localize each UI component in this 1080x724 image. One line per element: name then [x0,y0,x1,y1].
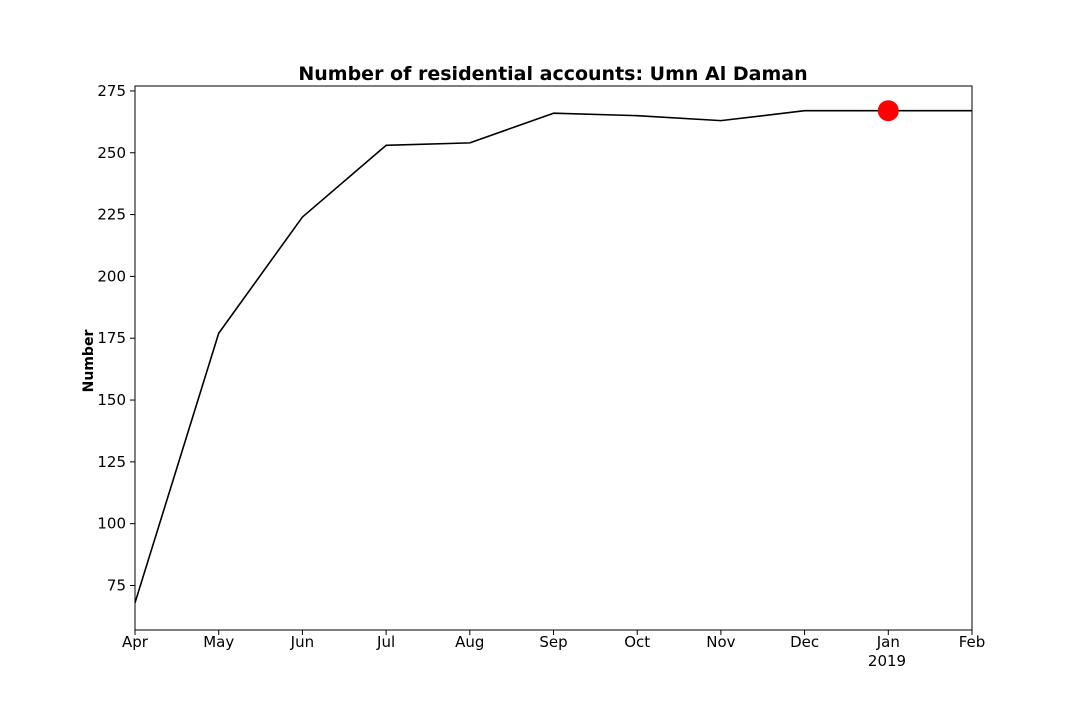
plot-frame [134,85,973,631]
x-axis-ticks: Apr May Jun Jul Aug Sep Oct Nov Dec Jan Feb [122,630,985,651]
x-tick-label: Aug [455,633,484,651]
y-tick-label: 250 [97,144,126,162]
y-tick-label: 150 [97,391,126,409]
y-axis-ticks: 75 100 125 150 175 200 225 250 275 [97,82,135,594]
x-tick-label: Nov [706,633,735,651]
y-tick-label: 225 [97,206,126,224]
x-tick-label: Jan [876,633,900,651]
y-tick-label: 125 [97,453,126,471]
chart-title: Number of residential accounts: Umn Al D… [298,63,807,85]
x-tick-label: Jun [290,633,314,651]
y-tick-label: 200 [97,267,126,285]
x-tick-label: Apr [122,633,149,651]
x-year-label: 2019 [868,652,906,670]
y-tick-label: 275 [97,82,126,100]
y-tick-label: 75 [107,576,126,594]
x-tick-label: Dec [790,633,819,651]
x-tick-label: Oct [624,633,650,651]
highlight-marker [877,100,899,122]
x-tick-label: May [203,633,234,651]
y-tick-label: 100 [97,515,126,533]
series-line [134,109,972,604]
x-tick-label: Sep [539,633,567,651]
x-tick-label: Jul [376,633,395,651]
x-tick-label: Feb [959,633,986,651]
y-tick-label: 175 [97,329,126,347]
y-axis-label: Number [81,330,97,393]
series-layer [134,100,972,604]
